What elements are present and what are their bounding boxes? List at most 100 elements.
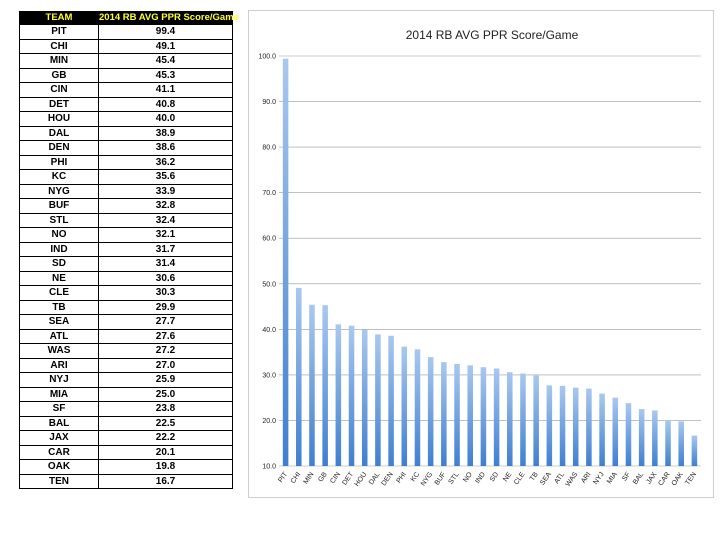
bar bbox=[322, 305, 328, 466]
bar bbox=[691, 435, 698, 466]
team-cell: TEN bbox=[19, 473, 99, 489]
table-row: NYJ 25.9 bbox=[19, 372, 233, 388]
score-cell: 25.9 bbox=[98, 372, 233, 388]
team-cell: NYJ bbox=[19, 372, 99, 388]
table-row: STL 32.4 bbox=[19, 212, 233, 228]
table-row: DAL 38.9 bbox=[19, 125, 233, 141]
chart-title: 2014 RB AVG PPR Score/Game bbox=[406, 28, 579, 42]
table-row: DEN 38.6 bbox=[19, 140, 233, 156]
bar bbox=[375, 334, 381, 466]
score-cell: 29.9 bbox=[98, 299, 233, 315]
table-row: JAX 22.2 bbox=[19, 430, 233, 446]
x-tick-label: CHI bbox=[290, 471, 303, 485]
grid-layer bbox=[279, 55, 701, 467]
bar bbox=[282, 58, 289, 466]
score-cell: 27.7 bbox=[98, 314, 233, 330]
team-cell: NYG bbox=[19, 183, 99, 199]
team-cell: ARI bbox=[19, 357, 99, 373]
y-tick-label: 30.0 bbox=[262, 372, 276, 379]
team-cell: CIN bbox=[19, 82, 99, 98]
team-cell: NO bbox=[19, 227, 99, 243]
x-tick-label: SF bbox=[621, 471, 632, 482]
table-row: BUF 32.8 bbox=[19, 198, 233, 214]
x-tick-label: PHI bbox=[395, 471, 407, 485]
bar bbox=[678, 421, 684, 466]
table-row: NYG 33.9 bbox=[19, 183, 233, 199]
score-cell: 99.4 bbox=[98, 24, 233, 40]
score-cell: 27.6 bbox=[98, 328, 233, 344]
team-cell: MIN bbox=[19, 53, 99, 69]
y-tick-label: 20.0 bbox=[262, 418, 276, 425]
score-cell: 32.1 bbox=[98, 227, 233, 243]
bar bbox=[335, 324, 342, 466]
x-tick-label: CIN bbox=[329, 471, 342, 485]
table-row: GB 45.3 bbox=[19, 67, 233, 83]
x-tick-label: HOU bbox=[354, 471, 369, 488]
x-tick-label: STL bbox=[448, 471, 461, 486]
bar bbox=[388, 335, 394, 466]
x-tick-label: KC bbox=[410, 471, 421, 483]
team-cell: NE bbox=[19, 270, 99, 286]
bar-layer bbox=[282, 58, 698, 466]
score-cell: 35.6 bbox=[98, 169, 233, 185]
bar bbox=[454, 363, 460, 466]
table-row: WAS 27.2 bbox=[19, 343, 233, 359]
x-tick-label: TEN bbox=[684, 471, 698, 486]
table-row: CLE 30.3 bbox=[19, 285, 233, 301]
x-tick-label: NYJ bbox=[592, 471, 605, 486]
score-cell: 25.0 bbox=[98, 386, 233, 402]
team-cell: TB bbox=[19, 299, 99, 315]
table-row: CAR 20.1 bbox=[19, 444, 233, 460]
x-tick-label: NO bbox=[462, 471, 474, 484]
team-cell: GB bbox=[19, 67, 99, 83]
y-tick-label: 90.0 bbox=[262, 99, 276, 106]
team-cell: BUF bbox=[19, 198, 99, 214]
table-row: TEN 16.7 bbox=[19, 473, 233, 489]
y-tick-label: 10.0 bbox=[262, 464, 276, 471]
x-tick-label: MIN bbox=[303, 471, 316, 486]
table-row: ATL 27.6 bbox=[19, 328, 233, 344]
table-row: NE 30.6 bbox=[19, 270, 233, 286]
x-tick-label: TB bbox=[529, 471, 540, 483]
score-cell: 38.6 bbox=[98, 140, 233, 156]
bar bbox=[599, 393, 605, 466]
score-cell: 49.1 bbox=[98, 38, 233, 54]
table-row: SD 31.4 bbox=[19, 256, 233, 272]
x-tick-label: CLE bbox=[513, 471, 527, 486]
score-cell: 32.4 bbox=[98, 212, 233, 228]
x-tick-label: ARI bbox=[580, 471, 592, 485]
x-tick-label: IND bbox=[474, 471, 487, 485]
team-cell: JAX bbox=[19, 430, 99, 446]
bar bbox=[414, 349, 421, 466]
x-tick-label: SEA bbox=[539, 471, 553, 487]
team-cell: IND bbox=[19, 241, 99, 257]
score-cell: 16.7 bbox=[98, 473, 233, 489]
bar bbox=[441, 362, 447, 466]
score-cell: 31.7 bbox=[98, 241, 233, 257]
bar bbox=[520, 373, 526, 466]
x-tick-label: CAR bbox=[657, 471, 671, 487]
x-tick-label: BAL bbox=[632, 471, 645, 486]
x-tick-label: MIA bbox=[606, 471, 619, 485]
table-body: PIT 99.4 CHI 49.1 MIN 45.4 GB 45.3 CIN 41.1 DET 40.… bbox=[19, 24, 233, 489]
score-cell: 20.1 bbox=[98, 444, 233, 460]
column-header-score: 2014 RB AVG PPR Score/Game bbox=[98, 11, 239, 25]
x-tick-label: DEN bbox=[381, 471, 395, 487]
team-cell: PHI bbox=[19, 154, 99, 170]
score-cell: 45.3 bbox=[98, 67, 233, 83]
table-header-row: TEAM 2014 RB AVG PPR Score/Game bbox=[19, 11, 239, 25]
team-cell: ATL bbox=[19, 328, 99, 344]
y-tick-label: 70.0 bbox=[262, 190, 276, 197]
team-cell: OAK bbox=[19, 459, 99, 475]
table-row: NO 32.1 bbox=[19, 227, 233, 243]
data-table: TEAM 2014 RB AVG PPR Score/Game PIT 99.4 C… bbox=[19, 11, 239, 489]
score-cell: 27.0 bbox=[98, 357, 233, 373]
x-tick-label: DAL bbox=[368, 471, 382, 486]
bar bbox=[546, 385, 553, 466]
table-row: PIT 99.4 bbox=[19, 24, 233, 40]
score-cell: 19.8 bbox=[98, 459, 233, 475]
table-row: IND 31.7 bbox=[19, 241, 233, 257]
bar bbox=[427, 357, 434, 466]
table-row: CHI 49.1 bbox=[19, 38, 233, 54]
score-cell: 41.1 bbox=[98, 82, 233, 98]
